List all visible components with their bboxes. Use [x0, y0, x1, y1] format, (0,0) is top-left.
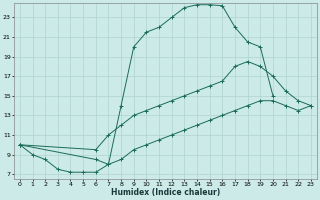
X-axis label: Humidex (Indice chaleur): Humidex (Indice chaleur) [111, 188, 220, 197]
